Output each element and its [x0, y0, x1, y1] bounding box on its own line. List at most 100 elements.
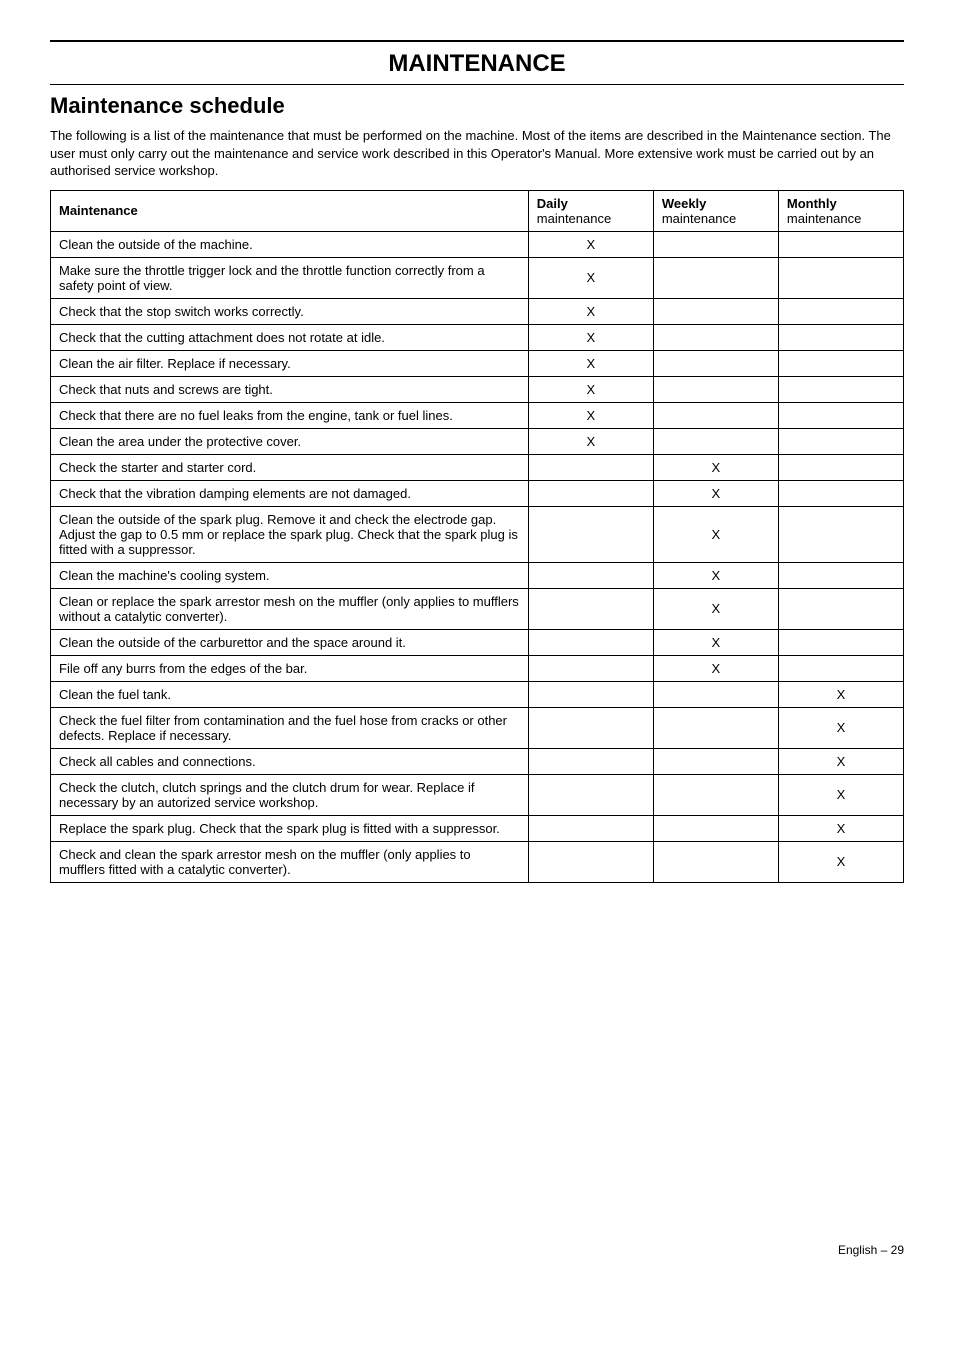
header-weekly: Weekly maintenance	[653, 190, 778, 231]
table-row: Check that the stop switch works correct…	[51, 298, 904, 324]
cell-monthly	[778, 350, 903, 376]
header-monthly-line1: Monthly	[787, 196, 837, 211]
table-row: Clean or replace the spark arrestor mesh…	[51, 588, 904, 629]
cell-daily: X	[528, 376, 653, 402]
table-row: Check that the cutting attachment does n…	[51, 324, 904, 350]
table-row: Check that nuts and screws are tight.X	[51, 376, 904, 402]
header-monthly: Monthly maintenance	[778, 190, 903, 231]
table-row: Check that the vibration damping element…	[51, 480, 904, 506]
cell-task: Clean the air filter. Replace if necessa…	[51, 350, 529, 376]
cell-weekly	[653, 231, 778, 257]
cell-task: Clean or replace the spark arrestor mesh…	[51, 588, 529, 629]
cell-monthly	[778, 231, 903, 257]
table-row: Check all cables and connections. X	[51, 748, 904, 774]
cell-monthly	[778, 506, 903, 562]
cell-weekly	[653, 376, 778, 402]
table-row: Make sure the throttle trigger lock and …	[51, 257, 904, 298]
cell-daily	[528, 774, 653, 815]
header-weekly-line2: maintenance	[662, 211, 736, 226]
cell-monthly	[778, 562, 903, 588]
cell-task: Check the clutch, clutch springs and the…	[51, 774, 529, 815]
cell-weekly	[653, 815, 778, 841]
table-row: Check the starter and starter cord. X	[51, 454, 904, 480]
cell-daily: X	[528, 428, 653, 454]
cell-task: Check that nuts and screws are tight.	[51, 376, 529, 402]
cell-weekly: X	[653, 629, 778, 655]
cell-weekly	[653, 257, 778, 298]
cell-task: Check the starter and starter cord.	[51, 454, 529, 480]
cell-task: Replace the spark plug. Check that the s…	[51, 815, 529, 841]
cell-task: Clean the machine's cooling system.	[51, 562, 529, 588]
cell-weekly	[653, 324, 778, 350]
cell-daily: X	[528, 324, 653, 350]
header-daily-line1: Daily	[537, 196, 568, 211]
cell-daily	[528, 588, 653, 629]
header-task: Maintenance	[51, 190, 529, 231]
cell-weekly	[653, 774, 778, 815]
cell-weekly: X	[653, 480, 778, 506]
cell-task: Make sure the throttle trigger lock and …	[51, 257, 529, 298]
cell-weekly	[653, 350, 778, 376]
cell-daily	[528, 480, 653, 506]
cell-daily: X	[528, 231, 653, 257]
cell-task: Check and clean the spark arrestor mesh …	[51, 841, 529, 882]
table-header-row: Maintenance Daily maintenance Weekly mai…	[51, 190, 904, 231]
header-monthly-line2: maintenance	[787, 211, 861, 226]
cell-daily	[528, 629, 653, 655]
cell-weekly: X	[653, 562, 778, 588]
cell-monthly	[778, 480, 903, 506]
top-rule	[50, 40, 904, 42]
cell-monthly: X	[778, 707, 903, 748]
cell-daily	[528, 841, 653, 882]
cell-monthly	[778, 629, 903, 655]
table-row: Clean the machine's cooling system. X	[51, 562, 904, 588]
section-title: Maintenance schedule	[50, 93, 904, 119]
cell-monthly: X	[778, 774, 903, 815]
cell-task: Check all cables and connections.	[51, 748, 529, 774]
mid-rule	[50, 84, 904, 85]
table-row: Replace the spark plug. Check that the s…	[51, 815, 904, 841]
cell-daily	[528, 681, 653, 707]
cell-task: Check that the cutting attachment does n…	[51, 324, 529, 350]
cell-daily: X	[528, 402, 653, 428]
cell-daily	[528, 707, 653, 748]
table-row: Check the clutch, clutch springs and the…	[51, 774, 904, 815]
cell-daily	[528, 454, 653, 480]
cell-weekly: X	[653, 454, 778, 480]
cell-monthly	[778, 257, 903, 298]
cell-weekly	[653, 748, 778, 774]
cell-monthly	[778, 324, 903, 350]
cell-task: Check that there are no fuel leaks from …	[51, 402, 529, 428]
cell-daily: X	[528, 257, 653, 298]
header-daily: Daily maintenance	[528, 190, 653, 231]
cell-daily	[528, 655, 653, 681]
cell-task: Check that the vibration damping element…	[51, 480, 529, 506]
table-row: File off any burrs from the edges of the…	[51, 655, 904, 681]
cell-task: File off any burrs from the edges of the…	[51, 655, 529, 681]
header-weekly-line1: Weekly	[662, 196, 707, 211]
cell-weekly	[653, 298, 778, 324]
page-footer: English – 29	[50, 1243, 904, 1257]
cell-daily	[528, 506, 653, 562]
cell-monthly	[778, 376, 903, 402]
cell-monthly: X	[778, 748, 903, 774]
cell-daily: X	[528, 298, 653, 324]
cell-monthly	[778, 655, 903, 681]
cell-monthly	[778, 454, 903, 480]
table-row: Clean the outside of the carburettor and…	[51, 629, 904, 655]
table-row: Clean the air filter. Replace if necessa…	[51, 350, 904, 376]
table-row: Clean the outside of the spark plug. Rem…	[51, 506, 904, 562]
cell-monthly	[778, 428, 903, 454]
cell-weekly: X	[653, 588, 778, 629]
page-title: MAINTENANCE	[50, 50, 904, 78]
cell-task: Check that the stop switch works correct…	[51, 298, 529, 324]
cell-monthly	[778, 588, 903, 629]
cell-daily	[528, 815, 653, 841]
cell-weekly	[653, 707, 778, 748]
intro-paragraph: The following is a list of the maintenan…	[50, 127, 904, 180]
header-daily-line2: maintenance	[537, 211, 611, 226]
cell-daily	[528, 748, 653, 774]
cell-task: Clean the outside of the spark plug. Rem…	[51, 506, 529, 562]
cell-task: Clean the outside of the carburettor and…	[51, 629, 529, 655]
table-row: Check the fuel filter from contamination…	[51, 707, 904, 748]
